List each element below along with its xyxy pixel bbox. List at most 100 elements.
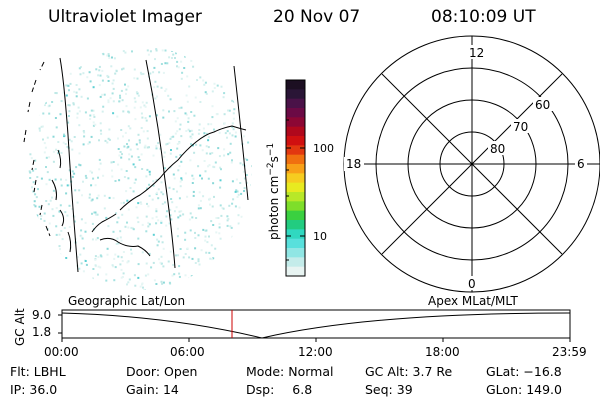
speckle (197, 52, 200, 55)
speckle (130, 155, 133, 158)
speckle (98, 69, 101, 72)
speckle (194, 231, 196, 234)
speckle (69, 56, 72, 59)
speckle (203, 132, 206, 135)
speckle (48, 90, 51, 93)
speckle (174, 49, 177, 52)
altitude-curve (61, 312, 571, 339)
speckle (164, 167, 166, 170)
speckle (161, 202, 164, 205)
speckle (198, 263, 201, 266)
speckle (99, 266, 102, 269)
speckle (175, 254, 177, 257)
speckle (90, 135, 93, 138)
speckle (60, 151, 63, 154)
speckle (185, 130, 188, 132)
speckle (205, 132, 208, 135)
speckle (175, 52, 177, 55)
speckle (37, 279, 40, 282)
speckle (96, 213, 99, 216)
speckle (107, 53, 110, 56)
speckle (245, 210, 248, 213)
speckle (232, 250, 235, 253)
speckle (162, 265, 165, 268)
speckle (91, 222, 94, 225)
speckle (120, 239, 123, 242)
speckle (94, 123, 97, 126)
speckle (239, 182, 242, 184)
speckle (32, 190, 35, 193)
glon-value: 149.0 (526, 382, 562, 397)
speckle (249, 219, 252, 222)
speckle (192, 177, 195, 180)
speckle (200, 285, 202, 288)
speckle (103, 207, 106, 210)
speckle (120, 156, 123, 159)
speckle (69, 63, 72, 66)
speckle (243, 280, 246, 283)
speckle (231, 270, 234, 273)
speckle (150, 266, 153, 269)
speckle (84, 221, 87, 224)
colorbar-band (286, 192, 305, 202)
speckle (234, 241, 237, 244)
speckle (43, 212, 46, 215)
speckle (244, 157, 247, 160)
speckle (79, 253, 82, 256)
speckle (167, 260, 170, 263)
speckle (92, 282, 95, 285)
speckle (208, 164, 211, 167)
speckle (68, 204, 71, 207)
speckle (191, 216, 194, 219)
speckle (130, 226, 133, 229)
speckle (205, 288, 208, 290)
speckle (33, 200, 36, 203)
speckle (200, 249, 203, 252)
speckle (120, 89, 123, 92)
speckle (204, 235, 207, 238)
speckle (143, 104, 146, 107)
speckle (106, 74, 109, 77)
speckle (119, 236, 122, 239)
footer-door: Door: Open (126, 364, 198, 379)
speckle (140, 112, 143, 115)
speckle (176, 60, 179, 63)
speckle (97, 265, 100, 268)
speckle (34, 205, 37, 208)
speckle (52, 283, 55, 286)
speckle (139, 201, 142, 204)
speckle (35, 196, 38, 199)
speckle (118, 100, 121, 103)
speckle (169, 137, 172, 140)
speckle (128, 139, 130, 142)
speckle (141, 251, 144, 254)
speckle (38, 129, 41, 132)
speckle (168, 186, 171, 189)
speckle (72, 102, 75, 105)
speckle (69, 82, 72, 85)
speckle (160, 181, 163, 184)
speckle (57, 255, 60, 258)
speckle (172, 173, 175, 176)
speckle (218, 222, 221, 225)
speckle (157, 240, 160, 243)
speckle (231, 281, 234, 284)
speckle (219, 77, 222, 80)
speckle (106, 141, 109, 144)
speckle (135, 91, 138, 94)
footer-flt: Flt: LBHL (10, 364, 66, 379)
speckle (137, 276, 140, 279)
speckle (197, 207, 200, 210)
speckle (228, 204, 231, 207)
speckle (199, 144, 202, 147)
speckle (126, 143, 128, 145)
speckle (166, 210, 169, 213)
speckle (39, 254, 42, 257)
speckle (239, 162, 242, 165)
speckle (174, 57, 176, 59)
speckle (133, 77, 136, 80)
speckle (179, 154, 182, 156)
meridian-line-1 (59, 57, 79, 273)
speckle (92, 109, 95, 112)
speckle (125, 170, 128, 172)
